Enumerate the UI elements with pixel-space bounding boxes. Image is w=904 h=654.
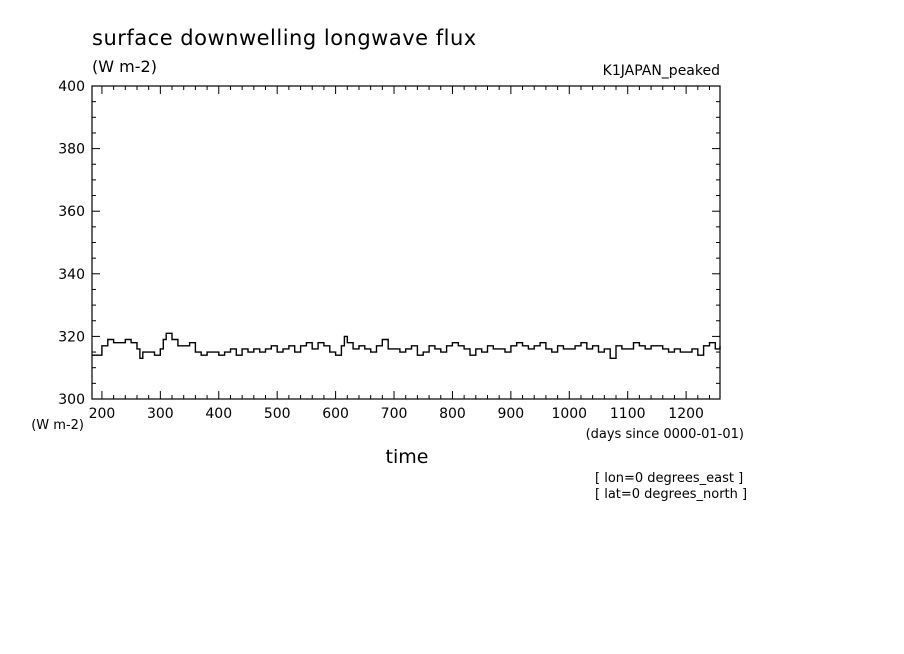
y-axis: 300 320 340 360 380 400 — [58, 79, 720, 408]
dataset-label: K1JAPAN_peaked — [603, 63, 720, 79]
series-line — [92, 332, 721, 359]
x-units-label: (days since 0000-01-01) — [586, 427, 744, 442]
x-axis-title: time — [386, 446, 429, 468]
chart-title: surface downwelling longwave flux — [92, 26, 477, 50]
x-tick-label: 300 — [147, 406, 174, 422]
x-axis: 200 300 400 500 600 700 800 900 1000 1100 1200 — [89, 86, 710, 422]
plot-frame — [91, 85, 721, 400]
y-tick-label: 380 — [58, 142, 85, 158]
x-tick-label: 200 — [89, 406, 116, 422]
y-tick-label: 360 — [58, 204, 85, 220]
y-tick-label: 400 — [58, 79, 85, 95]
x-tick-label: 1000 — [551, 406, 587, 422]
coord-lon: [ lon=0 degrees_east ] — [595, 471, 743, 486]
y-units-label: (W m-2) — [31, 418, 84, 433]
x-tick-label: 1200 — [668, 406, 704, 422]
chart-units: (W m-2) — [92, 57, 157, 76]
coord-lat: [ lat=0 degrees_north ] — [595, 487, 747, 502]
y-tick-label: 340 — [58, 267, 85, 283]
x-tick-label: 600 — [322, 406, 349, 422]
x-tick-label: 400 — [205, 406, 232, 422]
x-tick-label: 900 — [497, 406, 524, 422]
y-tick-label: 300 — [58, 392, 85, 408]
x-tick-label: 500 — [264, 406, 291, 422]
x-tick-label: 1100 — [610, 406, 646, 422]
x-tick-label: 800 — [439, 406, 466, 422]
y-tick-label: 320 — [58, 329, 85, 345]
x-tick-label: 700 — [381, 406, 408, 422]
